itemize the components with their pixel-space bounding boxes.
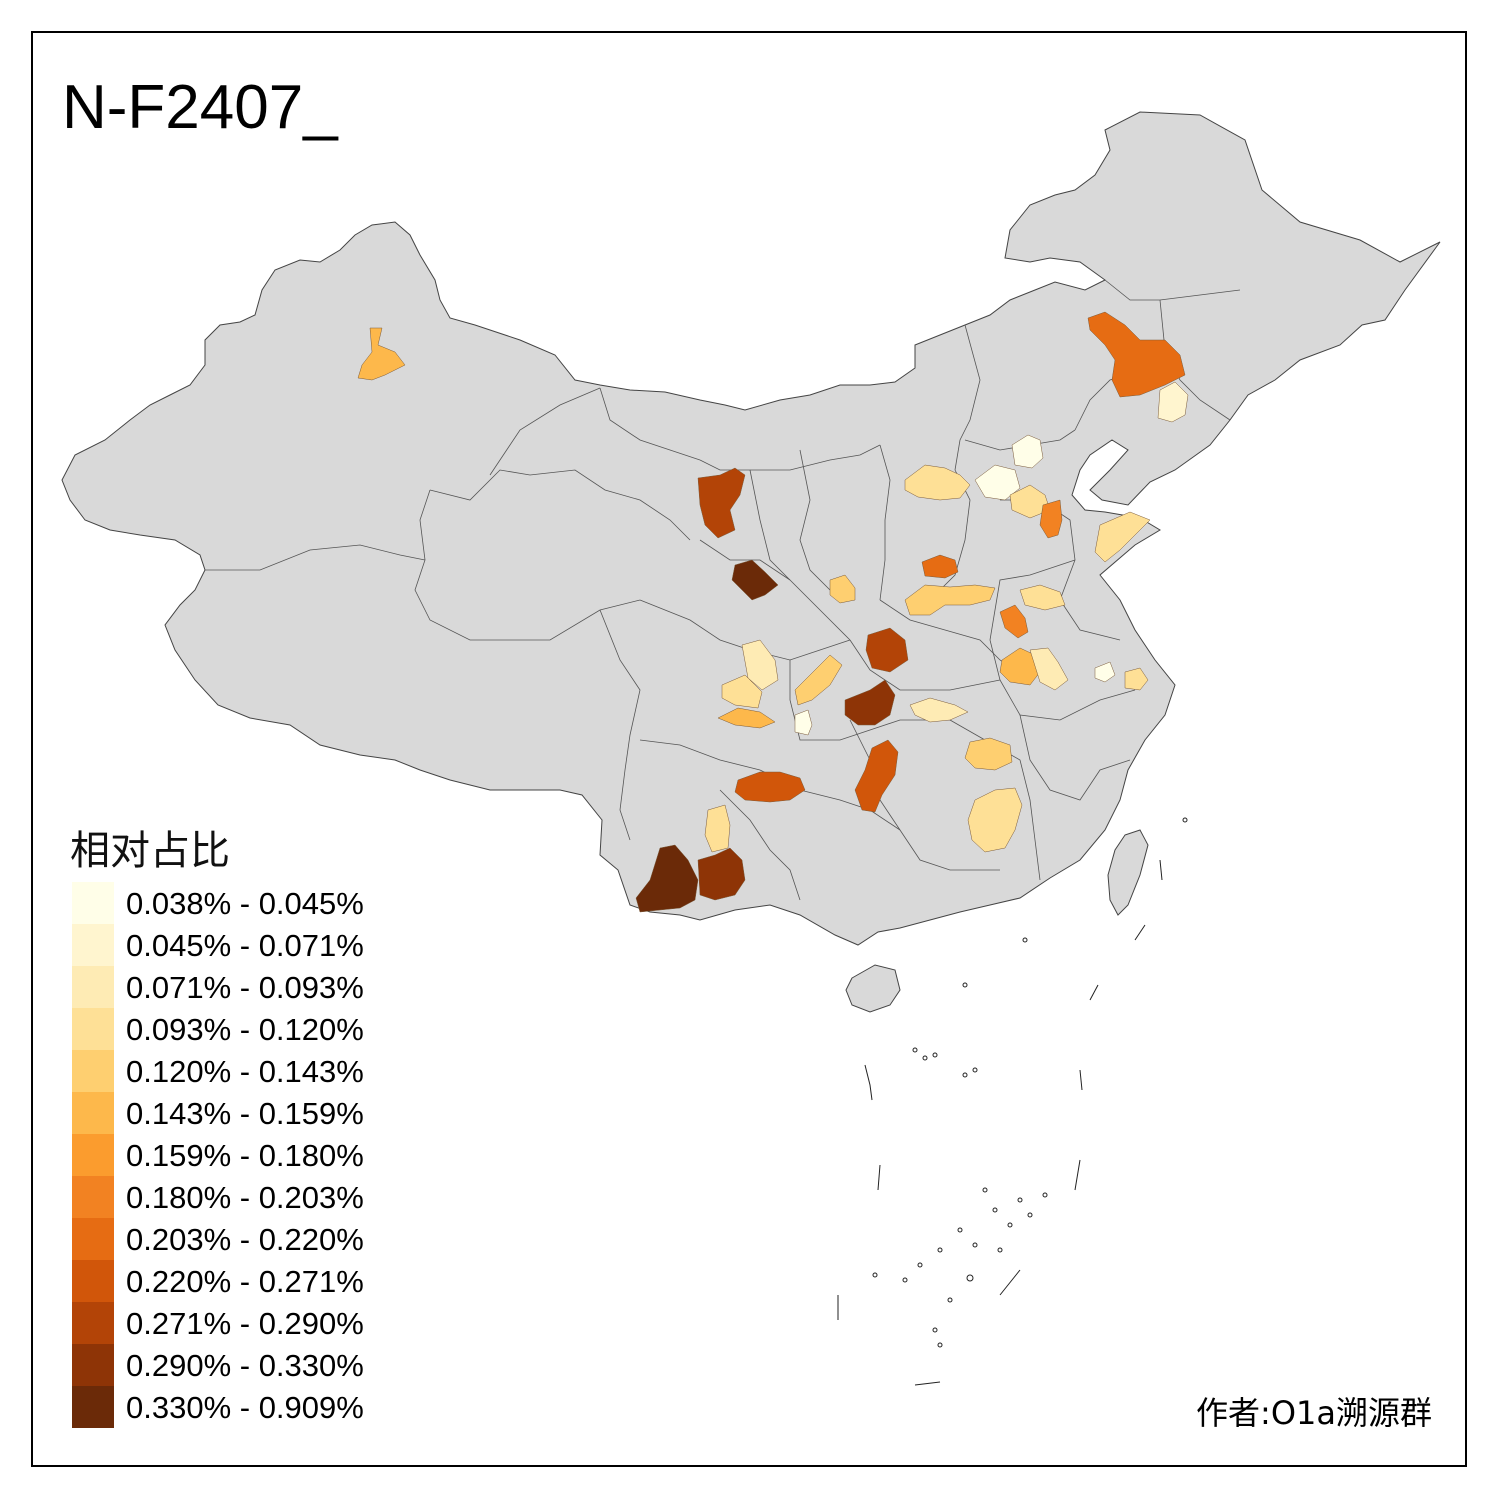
region-shandong-south: [1019, 584, 1066, 611]
legend-swatch: [72, 1134, 114, 1176]
region-hubei: [909, 697, 969, 723]
region-anhui-2: [1029, 647, 1069, 691]
legend-swatch: [72, 1386, 114, 1428]
legend-label: 0.203% - 0.220%: [126, 1222, 364, 1257]
region-hunan-west: [854, 739, 899, 813]
legend-label: 0.180% - 0.203%: [126, 1180, 364, 1215]
region-shaanxi: [829, 574, 856, 604]
region-gansu-2: [731, 559, 779, 601]
legend-title: 相对占比: [70, 828, 230, 874]
region-chongqing: [844, 679, 896, 726]
legend-label: 0.159% - 0.180%: [126, 1138, 364, 1173]
legend-label: 0.045% - 0.071%: [126, 928, 364, 963]
region-sichuan-4: [717, 707, 776, 729]
china-landmass: [61, 111, 1441, 946]
legend-swatch: [72, 1176, 114, 1218]
legend-label: 0.271% - 0.290%: [126, 1306, 364, 1341]
region-xinjiang-north: [357, 327, 406, 381]
legend-swatch: [72, 1092, 114, 1134]
region-jiangxi-1: [964, 737, 1013, 771]
legend-label: 0.143% - 0.159%: [126, 1096, 364, 1131]
region-yunnan-north: [704, 804, 731, 853]
region-yunnan-south-2: [697, 847, 746, 901]
legend-swatch: [72, 1050, 114, 1092]
region-sichuan-5: [794, 709, 813, 736]
legend-swatch: [72, 1218, 114, 1260]
legend-swatch: [72, 882, 114, 924]
region-sichuan-3: [794, 654, 843, 706]
legend-label: 0.093% - 0.120%: [126, 1012, 364, 1047]
page-title: N-F2407_: [62, 73, 338, 142]
legend-swatch: [72, 1260, 114, 1302]
region-shanxi-north: [904, 464, 971, 501]
region-gansu-1: [697, 467, 746, 539]
legend-label: 0.071% - 0.093%: [126, 970, 364, 1005]
region-shaanxi-south: [865, 627, 909, 673]
legend-swatch: [72, 924, 114, 966]
region-henan-2: [904, 584, 996, 616]
south-sea-islands: [837, 817, 1188, 1386]
region-henan-3: [999, 604, 1029, 639]
legend-label: 0.038% - 0.045%: [126, 886, 364, 921]
legend-label: 0.120% - 0.143%: [126, 1054, 364, 1089]
region-anhui-1: [999, 647, 1041, 686]
region-hebei-3: [1039, 499, 1063, 539]
legend-label: 0.220% - 0.271%: [126, 1264, 364, 1299]
region-northeast-2: [1157, 381, 1189, 423]
legend-label: 0.290% - 0.330%: [126, 1348, 364, 1383]
legend-swatch: [72, 1008, 114, 1050]
author-credit: 作者:O1a溯源群: [1196, 1394, 1432, 1432]
region-shandong-east: [1094, 511, 1151, 563]
legend-swatch: [72, 1344, 114, 1386]
region-sichuan-2: [721, 674, 763, 709]
region-yunnan-south-1: [635, 844, 699, 913]
taiwan-island: [1107, 829, 1149, 916]
region-jiangsu-2: [1124, 667, 1149, 691]
region-henan-1: [921, 554, 959, 579]
hainan-island: [845, 964, 901, 1013]
region-hebei-1: [974, 464, 1021, 501]
data-regions: [357, 311, 1189, 913]
map-frame: [31, 31, 1467, 1467]
region-jiangsu-1: [1094, 661, 1116, 683]
province-borders: [205, 279, 1241, 901]
region-northeast-1: [1087, 311, 1186, 398]
legend-label: 0.330% - 0.909%: [126, 1390, 364, 1425]
region-jiangxi-2: [967, 787, 1023, 853]
region-guizhou: [734, 771, 806, 803]
legend-swatch: [72, 1302, 114, 1344]
region-beijing: [1011, 434, 1044, 469]
legend-swatch: [72, 966, 114, 1008]
